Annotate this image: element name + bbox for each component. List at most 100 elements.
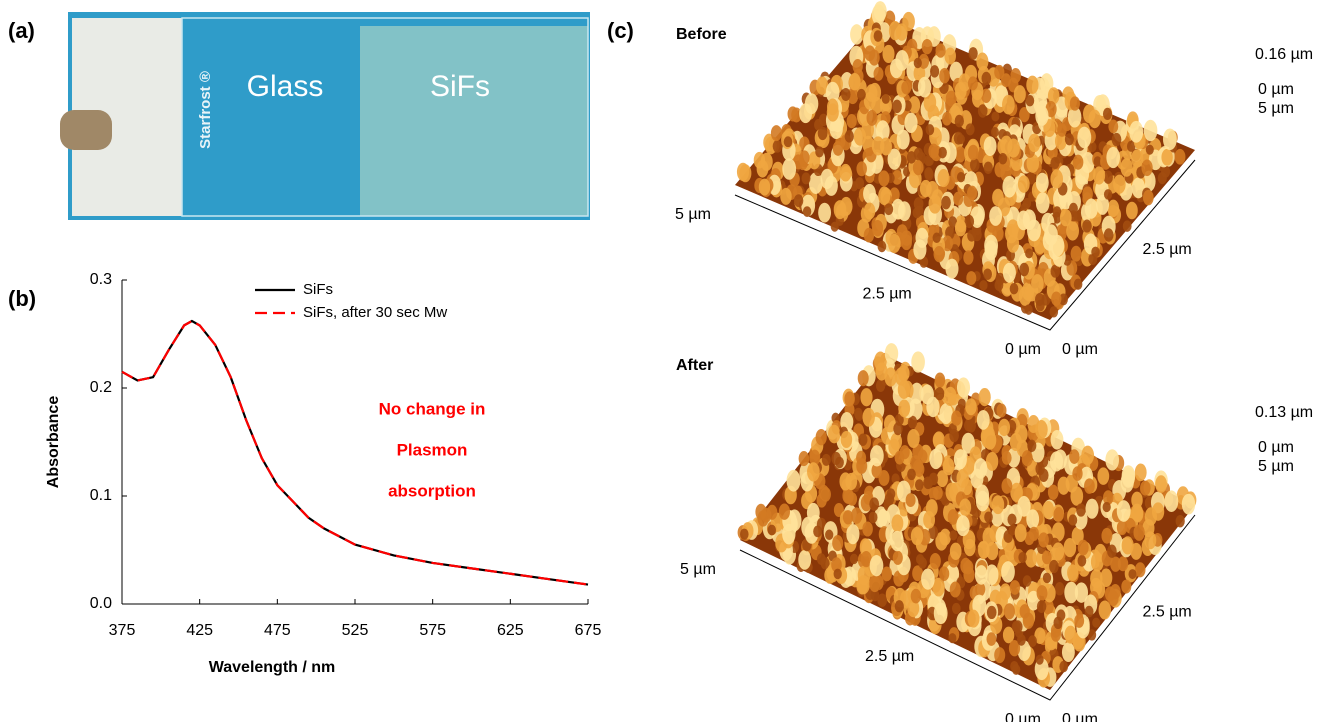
surface-bump (1035, 420, 1048, 439)
surface-bump (1092, 618, 1100, 628)
surface-bump (1003, 263, 1016, 283)
surface-bump (913, 239, 926, 259)
surface-bump (853, 59, 863, 74)
surface-bump (1146, 145, 1154, 155)
surface-bump (967, 610, 979, 628)
surface-bump (1037, 600, 1046, 613)
surface-bump (944, 387, 957, 406)
surface-bump (1036, 192, 1050, 213)
surface-bump (949, 530, 957, 540)
surface-bump (1017, 634, 1026, 646)
surface-bump (950, 543, 962, 560)
surface-bump (798, 550, 811, 570)
surface-bump (801, 172, 810, 184)
surface-bump (1135, 562, 1146, 577)
surface-bump (918, 557, 927, 568)
surface-bump (1143, 190, 1154, 205)
surface-bump (994, 647, 1005, 663)
surface-bump (1077, 127, 1091, 149)
surface-bump (1059, 661, 1068, 672)
surface-bump (788, 106, 799, 121)
surface-bump (906, 493, 916, 507)
surface-bump (1000, 136, 1012, 155)
y-tick-label: 0.3 (90, 271, 112, 288)
surface-bump (984, 162, 993, 174)
surface-bump (1091, 247, 1099, 258)
surface-bump (928, 144, 939, 159)
surface-bump (949, 429, 959, 442)
surface-bump (1026, 76, 1038, 94)
afm-ymid: 2.5 µm (1143, 604, 1192, 621)
surface-bump (1002, 95, 1015, 115)
surface-bump (855, 177, 864, 189)
surface-bump (799, 451, 810, 466)
surface-bump (914, 197, 924, 211)
surface-bump (739, 164, 751, 182)
surface-bump (929, 194, 942, 213)
surface-bump (948, 633, 956, 643)
annotation: No change in (379, 399, 486, 418)
surface-bump (803, 206, 811, 217)
surface-bump (840, 164, 852, 182)
surface-bump (1141, 160, 1152, 177)
surface-bump (967, 230, 976, 242)
surface-bump (1002, 176, 1016, 198)
surface-bump (882, 94, 890, 104)
surface-bump (787, 470, 801, 492)
surface-bump (782, 524, 795, 545)
surface-bump (1042, 551, 1052, 565)
surface-bump (1053, 206, 1062, 217)
surface-bump (936, 43, 946, 57)
surface-bump (1128, 569, 1136, 579)
surface-bump (821, 169, 834, 189)
surface-bump (951, 410, 962, 425)
surface-bump (1133, 524, 1144, 541)
surface-bump (1126, 202, 1138, 220)
surface-bump (1004, 603, 1015, 619)
surface-bump (1122, 468, 1135, 488)
afm-zmax: 0.13 µm (1255, 404, 1313, 421)
surface-bump (817, 553, 826, 565)
surface-bump (915, 479, 924, 490)
surface-bump (1029, 527, 1039, 541)
afm-ymid: 2.5 µm (1143, 241, 1192, 258)
surface-bump (828, 425, 840, 444)
surface-bump (984, 235, 998, 257)
surface-bump (869, 512, 878, 524)
surface-bump (1035, 463, 1044, 476)
surface-bump (1065, 133, 1074, 145)
surface-bump (1017, 496, 1030, 517)
surface-bump (955, 82, 967, 100)
surface-bump (882, 45, 894, 63)
region-label: Glass (247, 70, 324, 103)
surface-bump (761, 153, 773, 171)
surface-bump (902, 12, 915, 31)
surface-bump (845, 130, 854, 142)
surface-bump (930, 553, 941, 569)
surface-bump (1071, 246, 1082, 262)
surface-bump (943, 458, 955, 476)
surface-bump (761, 508, 771, 523)
surface-bump (874, 67, 884, 81)
surface-bump (885, 493, 894, 506)
surface-bump (907, 469, 916, 481)
afm-zmin: 0 µm (1258, 81, 1294, 98)
surface-bump (759, 179, 770, 196)
surface-bump (1123, 220, 1132, 232)
surface-bump (1103, 108, 1112, 120)
surface-bump (1161, 149, 1172, 166)
afm-yorigin: 0 µm (1062, 341, 1098, 358)
surface-bump (884, 203, 893, 215)
surface-bump (998, 153, 1007, 164)
surface-bump (924, 167, 933, 179)
surface-bump (944, 47, 956, 64)
surface-bump (1105, 449, 1119, 470)
surface-bump (901, 81, 911, 95)
surface-bump (991, 127, 999, 137)
surface-bump (1051, 430, 1064, 450)
surface-bump (1035, 105, 1048, 125)
surface-bump (807, 503, 820, 523)
surface-bump (966, 123, 975, 135)
surface-bump (1076, 503, 1086, 516)
surface-bump (1057, 609, 1066, 621)
